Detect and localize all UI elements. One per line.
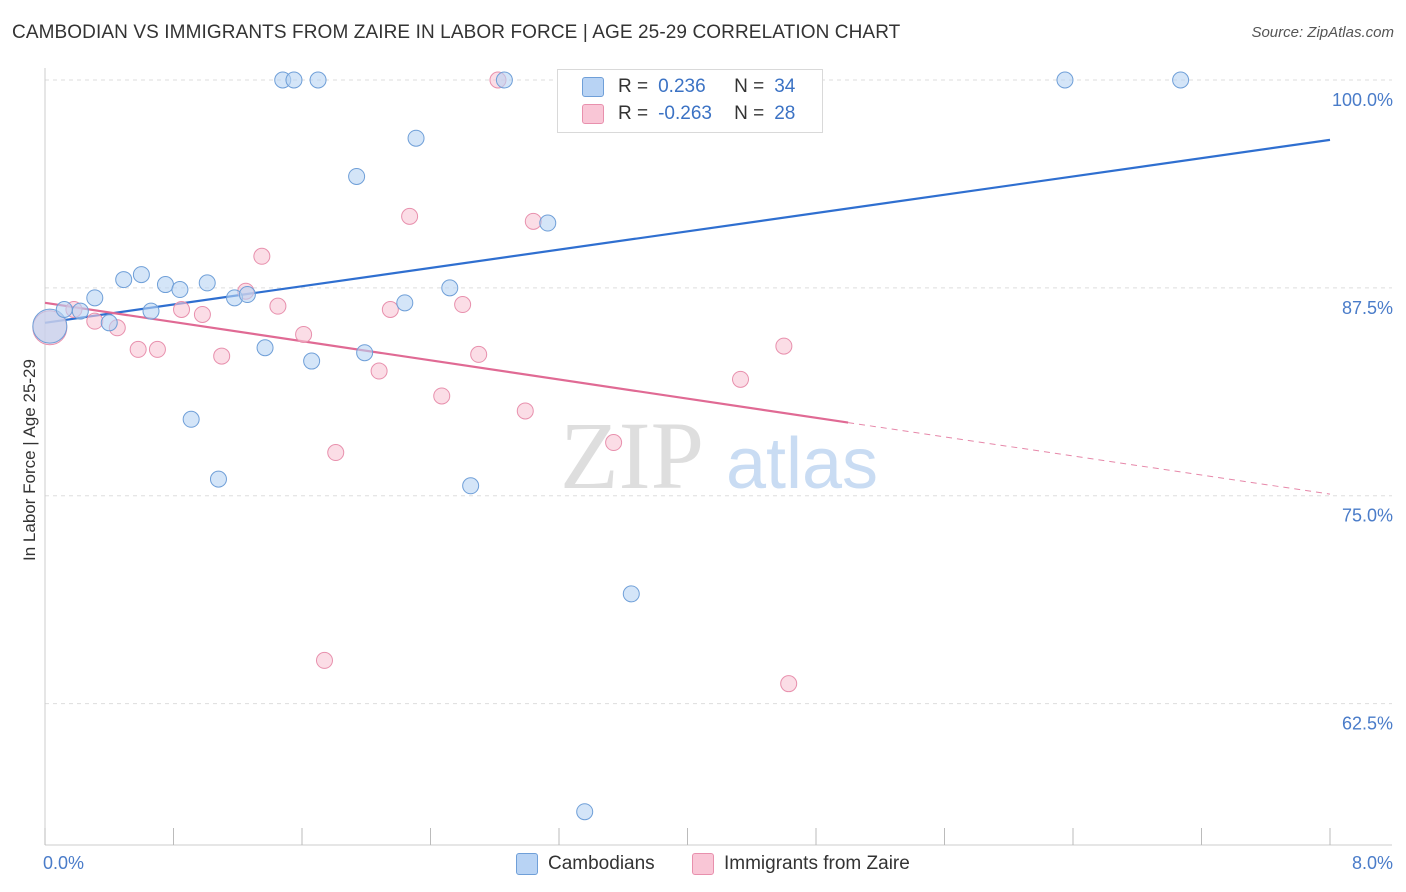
data-point-zaire bbox=[433, 387, 451, 405]
data-point-cambodian bbox=[622, 585, 640, 603]
data-point-cambodian bbox=[495, 71, 513, 89]
data-point-cambodian bbox=[132, 266, 150, 284]
trendline-zaire bbox=[44, 301, 849, 424]
data-point-cambodian bbox=[539, 214, 557, 232]
data-point-zaire bbox=[381, 301, 399, 318]
trendline-cambodians bbox=[44, 138, 1331, 324]
legend-swatch-blue bbox=[582, 77, 604, 97]
y-tick-label: 75.0% bbox=[1342, 506, 1393, 526]
data-point-zaire bbox=[173, 301, 191, 318]
legend-item-zaire[interactable]: Immigrants from Zaire bbox=[692, 852, 910, 876]
data-point-cambodian bbox=[71, 302, 89, 320]
data-point-cambodian bbox=[209, 470, 227, 488]
data-point-cambodian bbox=[182, 410, 200, 428]
data-point-cambodian bbox=[309, 71, 327, 89]
axis-layer bbox=[44, 68, 1392, 846]
grid-layer bbox=[45, 79, 1392, 705]
legend-swatch-pink bbox=[582, 104, 604, 124]
legend-r-label: R = bbox=[618, 103, 649, 124]
y-tick-label: 62.5% bbox=[1342, 714, 1393, 734]
data-point-zaire bbox=[269, 297, 287, 315]
data-point-zaire bbox=[454, 296, 472, 314]
data-point-cambodian bbox=[156, 276, 174, 294]
data-point-zaire bbox=[780, 675, 798, 693]
trend-layer bbox=[44, 138, 1331, 495]
x-tick-label: 8.0% bbox=[1352, 853, 1393, 873]
data-point-cambodian bbox=[238, 286, 256, 304]
legend-n-value: 28 bbox=[774, 103, 796, 124]
data-point-zaire bbox=[213, 347, 231, 365]
legend-n-label: N = bbox=[734, 76, 765, 97]
data-point-cambodian bbox=[86, 289, 104, 307]
data-point-zaire bbox=[315, 651, 333, 669]
data-point-cambodian bbox=[1056, 71, 1074, 89]
watermark-zip: ZIP bbox=[560, 402, 704, 509]
legend-n-value: 34 bbox=[774, 76, 796, 97]
legend-n-label: N = bbox=[734, 103, 765, 124]
data-point-cambodian bbox=[407, 129, 425, 147]
data-point-zaire bbox=[129, 340, 147, 358]
data-point-cambodian bbox=[100, 314, 118, 332]
legend-label-zaire: Immigrants from Zaire bbox=[724, 853, 910, 874]
watermark: ZIP atlas bbox=[560, 402, 878, 509]
data-point-cambodian bbox=[356, 344, 374, 362]
data-point-cambodian bbox=[115, 271, 133, 289]
data-point-zaire bbox=[401, 207, 419, 225]
data-point-cambodian bbox=[576, 803, 594, 821]
data-point-zaire bbox=[775, 337, 793, 355]
data-point-cambodian bbox=[462, 477, 480, 495]
data-point-zaire bbox=[470, 345, 488, 363]
data-point-cambodian bbox=[32, 308, 68, 344]
data-point-zaire bbox=[253, 247, 271, 265]
data-point-zaire bbox=[193, 305, 211, 323]
legend-row-cambodians: R = 0.236 N = 34 bbox=[582, 76, 795, 98]
x-tick-label: 0.0% bbox=[43, 853, 84, 873]
data-point-zaire bbox=[516, 402, 534, 420]
legend-item-cambodians[interactable]: Cambodians bbox=[516, 852, 655, 876]
data-point-cambodian bbox=[256, 339, 274, 357]
data-point-cambodian bbox=[441, 279, 459, 297]
legend-label-cambodians: Cambodians bbox=[548, 853, 655, 874]
y-tick-label: 87.5% bbox=[1342, 298, 1393, 318]
legend-row-zaire: R = -0.263 N = 28 bbox=[582, 103, 795, 125]
data-point-cambodian bbox=[198, 274, 216, 292]
data-point-zaire bbox=[370, 362, 388, 380]
legend-r-value: 0.236 bbox=[658, 76, 706, 97]
legend-swatch-pink bbox=[692, 853, 714, 875]
tick-label-layer: 62.5% 75.0% 87.5% 100.0% 0.0% 8.0% bbox=[43, 90, 1393, 873]
data-point-zaire bbox=[732, 370, 750, 388]
data-point-zaire bbox=[327, 444, 345, 462]
data-point-cambodian bbox=[285, 71, 303, 89]
data-point-cambodian bbox=[142, 302, 160, 320]
watermark-atlas: atlas bbox=[726, 424, 878, 504]
chart-title: CAMBODIAN VS IMMIGRANTS FROM ZAIRE IN LA… bbox=[12, 22, 901, 43]
data-point-cambodian bbox=[1172, 71, 1190, 89]
data-point-zaire bbox=[605, 434, 623, 452]
data-point-zaire bbox=[148, 340, 166, 358]
y-tick-label: 100.0% bbox=[1332, 90, 1393, 110]
data-point-zaire bbox=[86, 312, 104, 330]
stats-legend: R = 0.236 N = 34 R = -0.263 N = 28 bbox=[557, 69, 823, 133]
data-point-cambodian bbox=[55, 301, 73, 318]
data-point-zaire bbox=[295, 325, 313, 343]
data-point-cambodian bbox=[348, 167, 366, 185]
legend-r-label: R = bbox=[618, 76, 649, 97]
data-point-cambodian bbox=[396, 294, 414, 312]
legend-swatch-blue bbox=[516, 853, 538, 875]
source-credit: Source: ZipAtlas.com bbox=[1251, 24, 1394, 41]
trendline-zaire-extension bbox=[848, 422, 1331, 495]
data-point-cambodian bbox=[171, 281, 189, 299]
data-point-cambodian bbox=[303, 352, 321, 370]
legend-r-value: -0.263 bbox=[658, 103, 712, 124]
data-point-zaire bbox=[524, 212, 542, 230]
